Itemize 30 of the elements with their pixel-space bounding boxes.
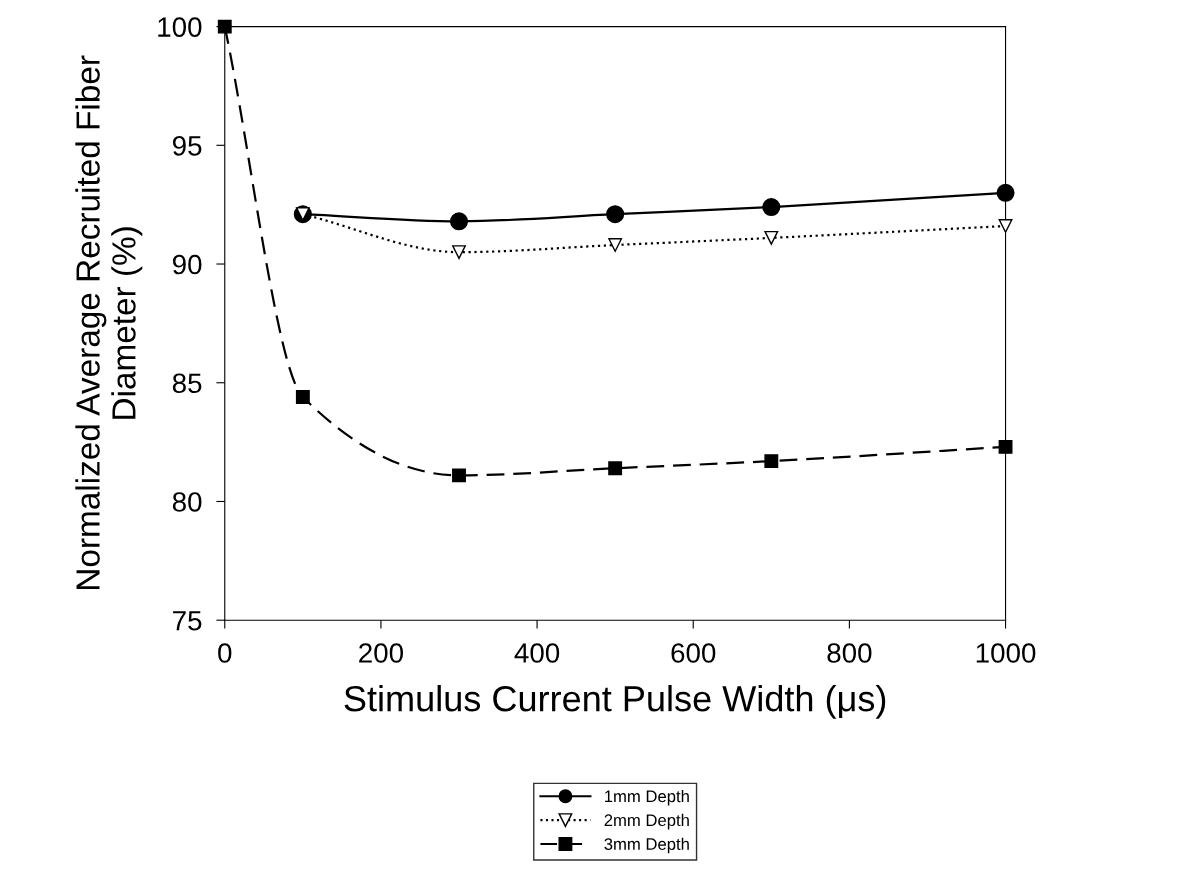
y-tick-label: 95 (172, 135, 202, 156)
y-tick-label: 80 (172, 492, 202, 512)
point (452, 245, 466, 260)
point (764, 454, 779, 469)
point (996, 183, 1015, 202)
y-tick-label: 75 (173, 611, 202, 631)
point (764, 230, 779, 245)
point (998, 219, 1013, 233)
legend-label: 1mm Depth (605, 790, 689, 806)
y-axis-title: Normalized Average Recruited Fiber Diameter (%) (75, 55, 143, 589)
y-tick-label: 100 (158, 17, 202, 37)
x-tick-label: 600 (671, 643, 716, 663)
point (608, 238, 623, 252)
point (606, 205, 625, 224)
point (295, 390, 310, 404)
x-tick-label: 0 (218, 643, 232, 663)
point (449, 212, 469, 231)
point (762, 198, 781, 217)
x-axis-title: Stimulus Current Pulse Width (μs) (344, 684, 886, 719)
x-tick-label: 200 (359, 643, 404, 663)
point (608, 461, 623, 476)
point (998, 439, 1013, 454)
point (452, 468, 466, 483)
x-tick-label: 400 (514, 643, 560, 663)
x-tick-label: 1000 (976, 643, 1036, 663)
legend-label: 2mm Depth (604, 813, 689, 830)
y-tick-label: 85 (172, 373, 202, 394)
y-tick-label: 90 (172, 254, 202, 275)
legend-label: 3mm Depth (604, 837, 689, 854)
x-tick-label: 800 (827, 643, 872, 663)
